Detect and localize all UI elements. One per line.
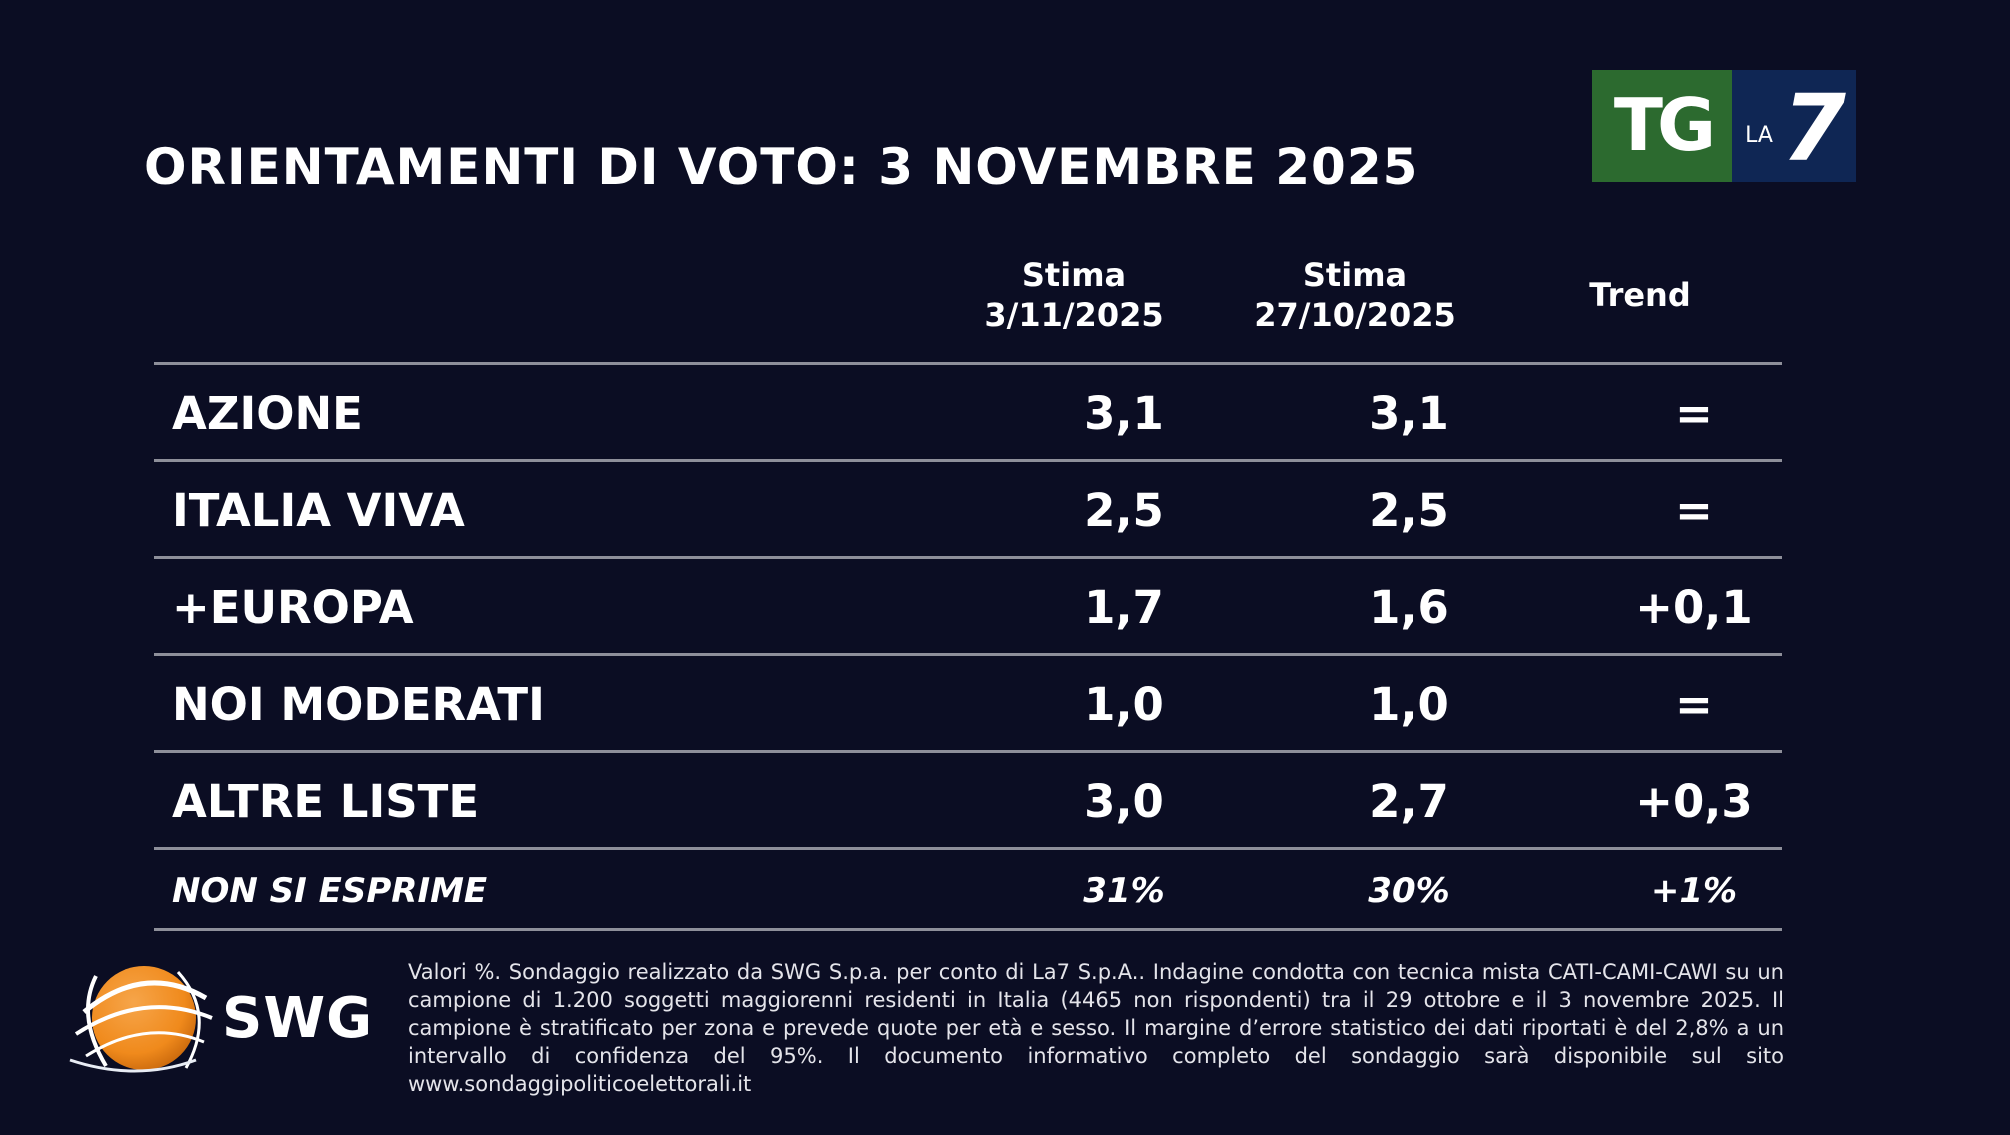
page-title: ORIENTAMENTI DI VOTO: 3 NOVEMBRE 2025 xyxy=(144,138,1419,196)
column-header-stima-previous-line1: Stima xyxy=(1302,256,1408,294)
logo-seven-text: 7 xyxy=(1782,75,1846,182)
swg-logo-text: SWG xyxy=(222,986,374,1051)
table-divider xyxy=(154,750,1782,753)
table-row: AZIONE 3,1 3,1 = xyxy=(154,365,1782,462)
logo-tg-text: TG xyxy=(1614,83,1711,167)
logo-la-text: LA xyxy=(1745,123,1773,148)
estimate-current: 31% xyxy=(1083,871,1165,911)
estimate-current: 2,5 xyxy=(1084,484,1164,537)
column-header-stima-current: Stima 3/11/2025 xyxy=(954,255,1194,335)
table-row: NOI MODERATI 1,0 1,0 = xyxy=(154,656,1782,753)
trend-value: = xyxy=(1675,484,1713,537)
trend-value: = xyxy=(1675,387,1713,440)
column-header-stima-current-date: 3/11/2025 xyxy=(984,296,1164,334)
trend-value: = xyxy=(1675,678,1713,731)
column-header-stima-previous-date: 27/10/2025 xyxy=(1254,296,1456,334)
table-divider xyxy=(154,556,1782,559)
table-divider xyxy=(154,362,1782,365)
estimate-previous: 1,6 xyxy=(1369,581,1449,634)
estimate-previous: 1,0 xyxy=(1369,678,1449,731)
trend-value: +0,1 xyxy=(1635,581,1753,634)
estimate-previous: 30% xyxy=(1368,871,1450,911)
party-name: NON SI ESPRIME xyxy=(172,871,488,911)
estimate-previous: 3,1 xyxy=(1369,387,1449,440)
party-name: ALTRE LISTE xyxy=(172,775,480,828)
trend-value: +0,3 xyxy=(1635,775,1753,828)
party-name: ITALIA VIVA xyxy=(172,484,465,537)
methodology-footnote: Valori %. Sondaggio realizzato da SWG S.… xyxy=(408,960,1784,1096)
estimate-current: 1,7 xyxy=(1084,581,1164,634)
table-row: +EUROPA 1,7 1,6 +0,1 xyxy=(154,559,1782,656)
estimate-previous: 2,5 xyxy=(1369,484,1449,537)
estimate-current: 3,0 xyxy=(1084,775,1164,828)
trend-value: +1% xyxy=(1650,871,1738,911)
table-divider xyxy=(154,928,1782,931)
party-name: AZIONE xyxy=(172,387,363,440)
table-divider xyxy=(154,459,1782,462)
column-header-stima-previous: Stima 27/10/2025 xyxy=(1233,255,1477,335)
table-row-non-si-esprime: NON SI ESPRIME 31% 30% +1% xyxy=(154,850,1782,932)
estimate-current: 3,1 xyxy=(1084,387,1164,440)
table-divider xyxy=(154,847,1782,850)
table-divider xyxy=(154,653,1782,656)
column-header-trend: Trend xyxy=(1589,276,1691,314)
column-header-stima-current-line1: Stima xyxy=(1021,256,1127,294)
estimate-previous: 2,7 xyxy=(1369,775,1449,828)
tg-la7-logo: TG LA 7 xyxy=(1592,70,1856,182)
party-name: NOI MODERATI xyxy=(172,678,545,731)
table-row: ALTRE LISTE 3,0 2,7 +0,3 xyxy=(154,753,1782,850)
swg-globe-icon xyxy=(69,966,213,1073)
party-name: +EUROPA xyxy=(172,581,414,634)
estimate-current: 1,0 xyxy=(1084,678,1164,731)
table-row: ITALIA VIVA 2,5 2,5 = xyxy=(154,462,1782,559)
